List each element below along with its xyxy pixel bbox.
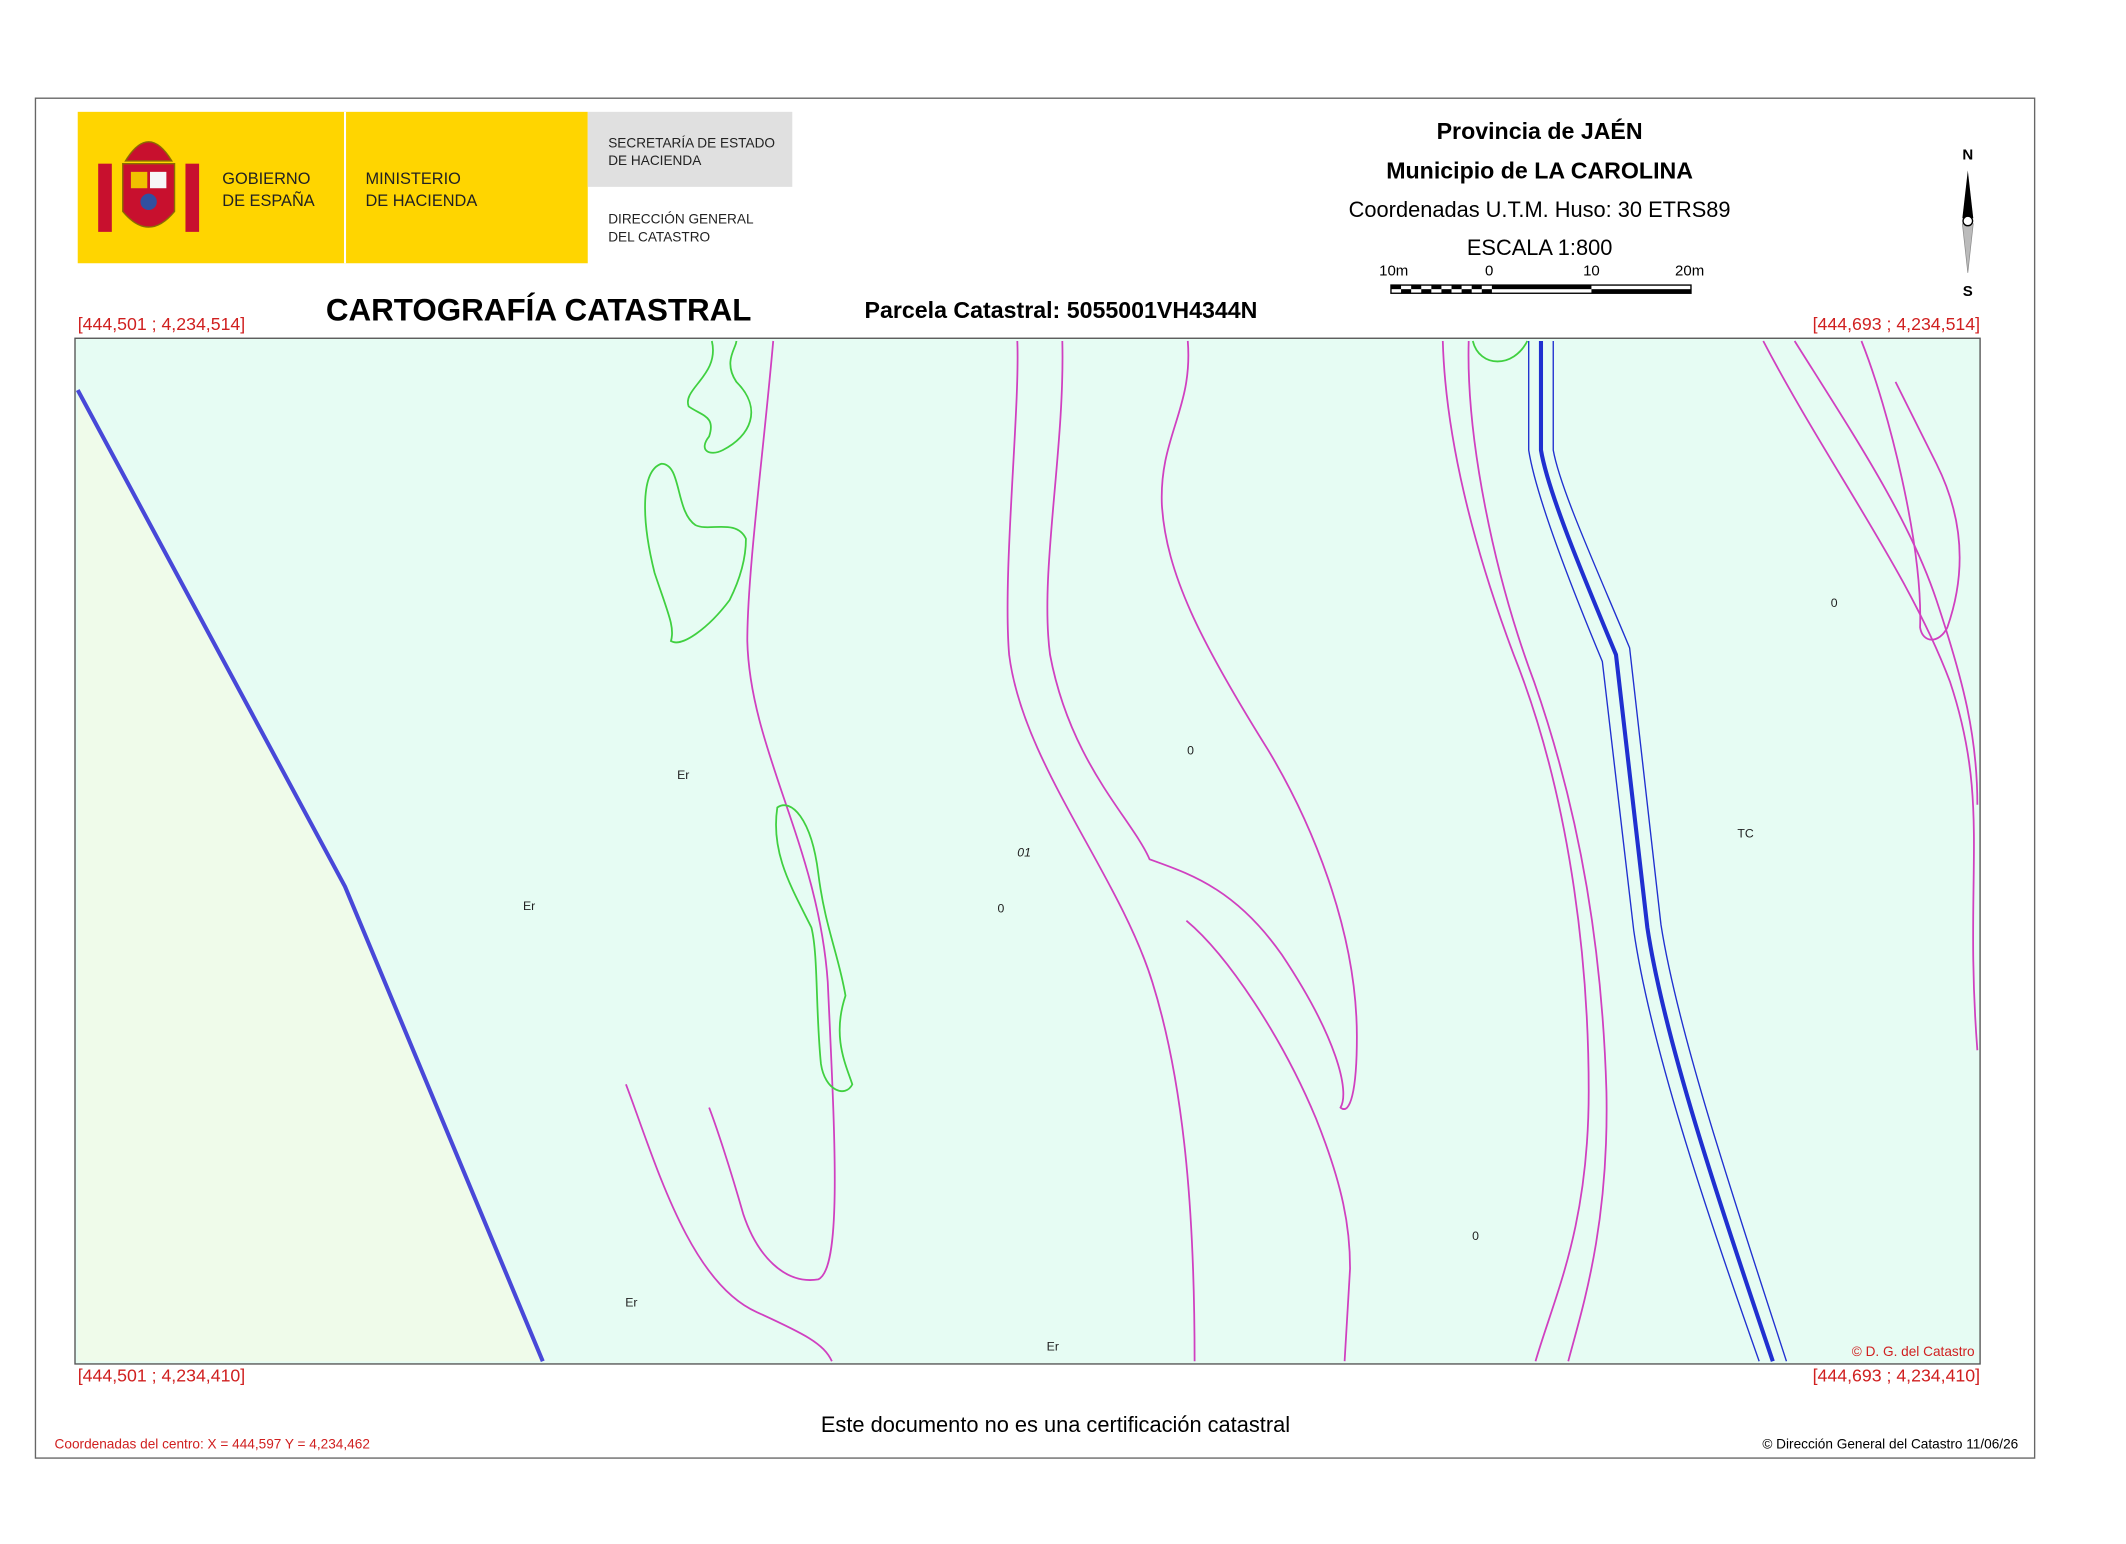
corner-coordinate: [444,501 ; 4,234,514] xyxy=(78,314,245,334)
notice: Este documento no es una certificación c… xyxy=(821,1412,1290,1437)
scale-bar-label: 20m xyxy=(1675,263,1704,280)
map-copyright: © D. G. del Catastro xyxy=(1852,1344,1975,1359)
corner-coordinate: [444,693 ; 4,234,410] xyxy=(1813,1366,1980,1386)
vegetation-lines xyxy=(644,340,1529,1093)
logo-text: DIRECCIÓN GENERAL xyxy=(608,212,754,227)
map-label: 0 xyxy=(1187,743,1194,757)
scale-bar-segment xyxy=(1461,289,1472,294)
map-label: TC xyxy=(1737,826,1753,840)
map-label: Er xyxy=(677,768,689,782)
corner-coordinate: [444,693 ; 4,234,514] xyxy=(1813,314,1980,334)
logo-text: DEL CATASTRO xyxy=(608,229,710,244)
scale-bar: 10m 0 10 20m xyxy=(1379,263,1704,294)
scale-bar-segment xyxy=(1401,289,1412,294)
scale-bar-segment xyxy=(1411,285,1422,290)
center-coordinates: Coordenadas del centro: X = 444,597 Y = … xyxy=(55,1437,370,1452)
scale-bar-segment xyxy=(1441,289,1452,294)
logo-text: DE ESPAÑA xyxy=(222,190,315,210)
map-label: Er xyxy=(625,1296,637,1310)
map-label: 0 xyxy=(1472,1229,1479,1243)
scale-bar-segment xyxy=(1421,289,1432,294)
contour-lines xyxy=(625,340,1979,1362)
scale: ESCALA 1:800 xyxy=(1467,235,1613,260)
scale-bar-label: 0 xyxy=(1485,263,1493,280)
south-label: S xyxy=(1963,283,1973,300)
map-label: 01 xyxy=(1017,846,1031,860)
map-label: 0 xyxy=(998,901,1005,915)
boundary xyxy=(75,389,545,1363)
logo-text: DE HACIENDA xyxy=(608,153,702,168)
municipality: Municipio de LA CAROLINA xyxy=(1386,158,1693,184)
parcel-area xyxy=(77,390,543,1362)
river xyxy=(1528,340,1788,1362)
coat-of-arms xyxy=(98,141,200,232)
scale-bar-label: 10 xyxy=(1583,263,1600,280)
logo-text: GOBIERNO xyxy=(222,170,310,188)
north-label: N xyxy=(1962,147,1973,164)
scale-bar-label: 10m xyxy=(1379,263,1408,280)
coordinate-system: Coordenadas U.T.M. Huso: 30 ETRS89 xyxy=(1349,197,1731,222)
scale-bar-segment xyxy=(1431,285,1442,290)
scale-bar-segment xyxy=(1390,285,1402,290)
logo: GOBIERNO DE ESPAÑA MINISTERIO DE HACIEND… xyxy=(77,111,793,264)
title: CARTOGRAFÍA CATASTRAL xyxy=(326,293,752,328)
logo-text: MINISTERIO xyxy=(365,170,460,188)
north-arrow: N S xyxy=(1961,147,1974,300)
scale-bar-segment xyxy=(1451,285,1462,290)
logo-text: DE HACIENDA xyxy=(365,192,477,210)
logo-text: SECRETARÍA DE ESTADO xyxy=(608,135,775,150)
map-label: Er xyxy=(523,899,535,913)
issuer: © Dirección General del Catastro 11/06/2… xyxy=(1762,1437,2018,1452)
map-label: Er xyxy=(1047,1339,1059,1353)
logo-grey xyxy=(587,111,793,187)
map-label: 0 xyxy=(1831,596,1838,610)
map: © D. G. del Catastro Er Er Er Er 0 0 0 0 01 TC xyxy=(74,337,1981,1365)
parcel: Parcela Catastral: 5055001VH4344N xyxy=(865,297,1258,323)
scale-bar-segment xyxy=(1481,289,1492,294)
corner-coordinate: [444,501 ; 4,234,410] xyxy=(78,1366,245,1386)
province: Provincia de JAÉN xyxy=(1437,117,1643,144)
scale-bar-segment xyxy=(1471,285,1482,290)
